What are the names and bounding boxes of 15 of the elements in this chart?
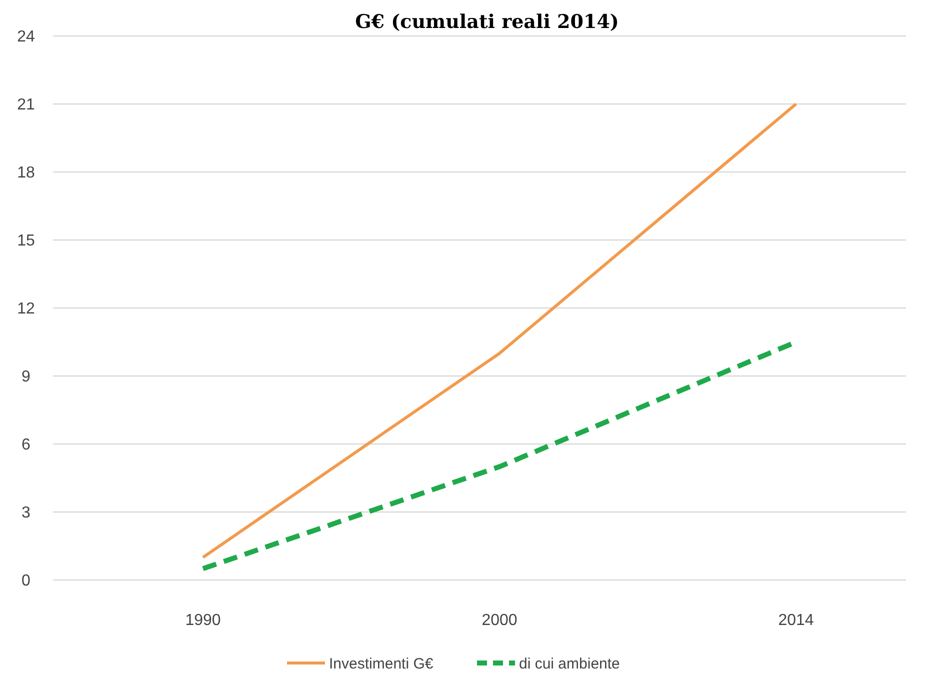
y-tick-label: 6 bbox=[22, 436, 31, 454]
y-tick-label: 15 bbox=[17, 232, 35, 250]
x-tick-label: 2000 bbox=[482, 612, 518, 629]
x-tick-label: 1990 bbox=[185, 612, 221, 629]
chart-title: G€ (cumulati reali 2014) bbox=[355, 11, 619, 33]
y-tick-label: 24 bbox=[17, 28, 35, 46]
y-tick-label: 0 bbox=[22, 572, 31, 590]
legend-label: di cui ambiente bbox=[519, 655, 620, 672]
y-tick-label: 12 bbox=[17, 300, 35, 318]
y-tick-label: 3 bbox=[22, 504, 31, 522]
y-tick-label: 18 bbox=[17, 164, 35, 182]
y-tick-label: 21 bbox=[17, 96, 35, 114]
legend-label: Investimenti G€ bbox=[329, 655, 434, 672]
y-tick-label: 9 bbox=[22, 368, 31, 386]
x-tick-label: 2014 bbox=[778, 612, 814, 629]
